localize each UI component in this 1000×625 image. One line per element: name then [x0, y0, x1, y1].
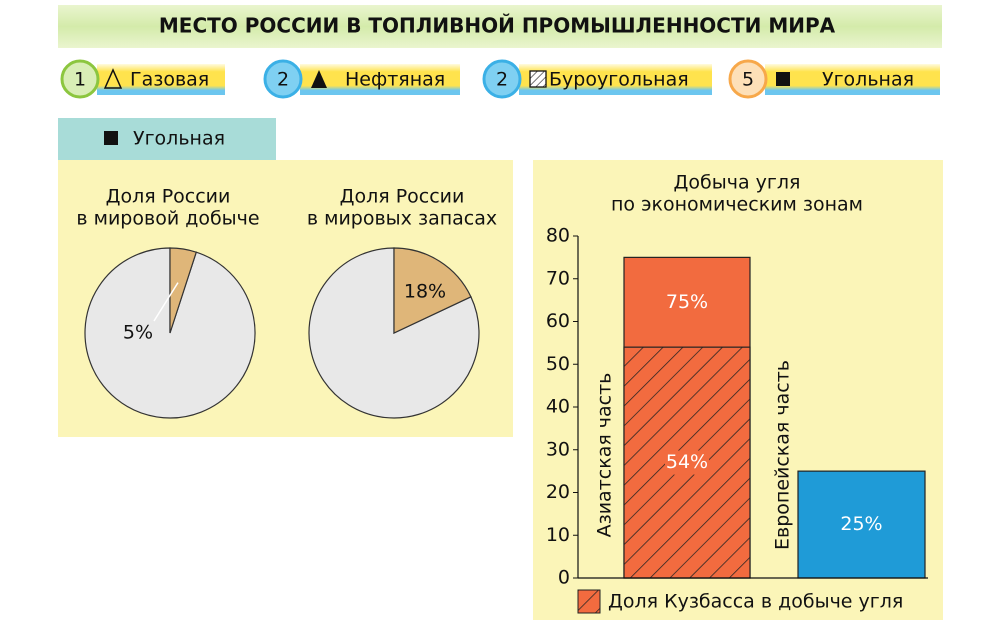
header-title: МЕСТО РОССИИ В ТОПЛИВНОЙ ПРОМЫШЛЕННОСТИ … [159, 14, 836, 38]
chart-title: Доля России [340, 186, 465, 208]
rank-number: 2 [496, 69, 508, 91]
coal-icon [776, 72, 790, 86]
lignite-icon [529, 70, 547, 88]
rank-circle [263, 59, 303, 99]
coal-icon [104, 131, 118, 145]
y-tick-label: 80 [546, 225, 570, 247]
rank-label: Газовая [130, 69, 209, 91]
chart-title: в мировых запасах [307, 208, 497, 230]
rank-circle [728, 59, 768, 99]
rank-label: Буроугольная [549, 69, 689, 91]
section-tab [58, 118, 276, 160]
y-tick-label: 50 [546, 353, 570, 375]
gas-icon [103, 68, 123, 89]
leader-line [153, 282, 179, 322]
rank-number: 5 [742, 69, 754, 91]
chart-title: Добыча угля [674, 172, 801, 194]
x-tick-label: Азиатская часть [594, 373, 616, 538]
rank-number: 1 [74, 69, 86, 91]
rank-number: 2 [277, 69, 289, 91]
rank-label: Нефтяная [345, 69, 445, 91]
chart-title: в мировой добыче [76, 208, 259, 230]
rank-box [97, 64, 225, 95]
rank-circle [60, 59, 100, 99]
value-label: 54% [666, 451, 708, 473]
rank-box [300, 64, 460, 95]
rank-box [519, 64, 712, 95]
pie-slice [169, 247, 198, 334]
rank-label: Угольная [822, 69, 914, 91]
section-title: Угольная [133, 128, 225, 150]
rank-circle [482, 59, 522, 99]
legend-label: Доля Кузбасса в добыче угля [608, 591, 903, 613]
x-tick-label: Европейская часть [772, 360, 794, 550]
value-label: 25% [840, 513, 882, 535]
y-tick-label: 20 [546, 481, 570, 503]
pie-slice [308, 247, 480, 419]
chart-title: по экономическим зонам [611, 194, 863, 216]
y-tick-label: 30 [546, 438, 570, 460]
header-band [58, 5, 942, 48]
value-label: 18% [404, 281, 446, 303]
label-bg [665, 450, 709, 475]
pie-slice [393, 247, 472, 334]
bar [797, 470, 926, 579]
ranks [60, 59, 940, 99]
y-tick-label: 60 [546, 310, 570, 332]
y-tick-label: 40 [546, 396, 570, 418]
y-tick-label: 10 [546, 524, 570, 546]
rank-box [765, 64, 940, 95]
y-tick-label: 70 [546, 267, 570, 289]
value-label: 5% [123, 322, 153, 344]
oil-icon [311, 70, 327, 88]
legend-swatch [577, 589, 601, 614]
value-label: 75% [666, 291, 708, 313]
chart-title: Доля России [106, 186, 231, 208]
y-tick-label: 0 [558, 567, 570, 589]
